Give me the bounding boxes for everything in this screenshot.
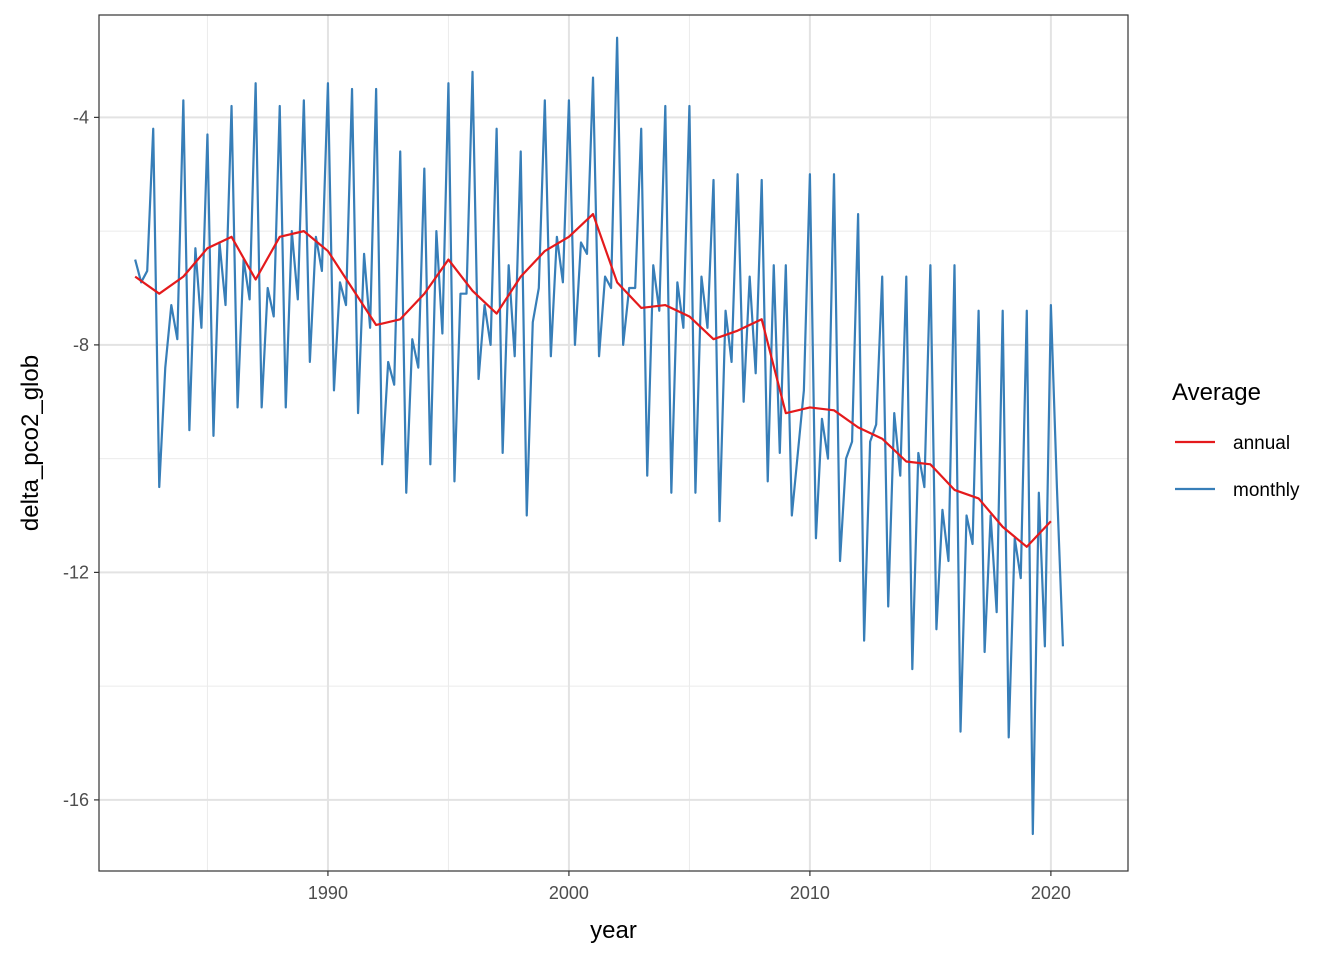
legend: Average annual monthly [1172,379,1300,501]
y-axis: -16 -12 -8 -4 [63,107,99,810]
x-tick-label: 2010 [790,883,830,903]
series-line-annual [134,212,1052,548]
panel-border [98,14,1129,872]
plot-area [98,14,1129,872]
y-tick-label: -4 [73,107,89,127]
series-line-monthly [134,36,1065,836]
series-layer [134,36,1065,836]
y-tick-label: -16 [63,790,89,810]
x-tick-label: 2020 [1031,883,1071,903]
legend-label-annual: annual [1233,433,1290,454]
legend-title: Average [1172,379,1261,406]
x-axis-title: year [590,917,637,944]
y-tick-label: -12 [63,562,89,582]
y-tick-label: -8 [73,335,89,355]
grid-major [99,15,1128,871]
y-axis-title: delta_pco2_glob [17,355,44,531]
x-axis: 1990 2000 2010 2020 [308,871,1071,903]
x-tick-label: 2000 [549,883,589,903]
x-tick-label: 1990 [308,883,348,903]
legend-label-monthly: monthly [1233,480,1300,501]
